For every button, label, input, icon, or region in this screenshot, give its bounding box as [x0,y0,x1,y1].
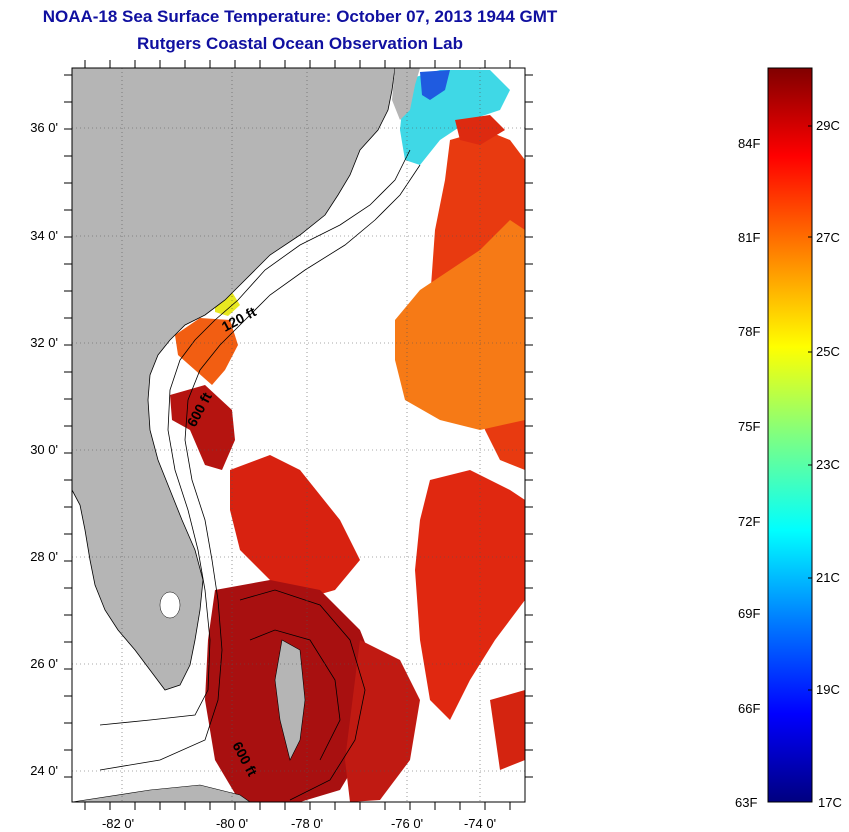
lake-okeechobee [159,591,181,619]
colorbar-f-label: 81F [738,230,760,245]
colorbar-c-label: 17C [818,795,842,810]
cuba-coast [72,784,251,802]
colorbar-c-label: 25C [816,344,840,359]
sst-region-bahamas-mid [345,640,420,802]
sst-region-south-red [230,455,360,600]
lat-label: 26 0' [30,656,58,671]
sst-region-south-east-spot [490,690,525,770]
colorbar-c-label: 29C [816,118,840,133]
colorbar-c-label: 23C [816,457,840,472]
contour-120ft [99,149,411,726]
lat-label: 30 0' [30,442,58,457]
colorbar-f-label: 72F [738,514,760,529]
colorbar-f-label: 69F [738,606,760,621]
lon-label: -76 0' [391,816,423,831]
bahamas-island [274,639,306,761]
colorbar-c-label: 21C [816,570,840,585]
lat-label: 34 0' [30,228,58,243]
colorbar-f-label: 78F [738,324,760,339]
sst-region-carolina-coast [175,318,238,385]
colorbar-c-label: 19C [816,682,840,697]
sst-region-florida-shelf [170,385,235,470]
map-title: NOAA-18 Sea Surface Temperature: October… [42,7,558,26]
lon-label: -80 0' [216,816,248,831]
lon-label: -82 0' [102,816,134,831]
lat-label: 36 0' [30,120,58,135]
map-frame [71,67,526,803]
land-mass [72,68,396,691]
lat-label: 28 0' [30,549,58,564]
lat-label: 24 0' [30,763,58,778]
colorbar-f-label: 84F [738,136,760,151]
colorbar-f-label: 63F [735,795,757,810]
lon-label: -74 0' [464,816,496,831]
land-northeast [392,68,420,120]
sst-region-north-red [455,115,505,145]
colorbar-f-label: 66F [738,701,760,716]
sst-region-southeast-red [415,470,525,720]
colorbar-c-label: 27C [816,230,840,245]
map-subtitle: Rutgers Coastal Ocean Observation Lab [137,34,463,53]
colorbar-gradient [767,67,813,803]
contour-bahamas [239,589,366,801]
lat-label: 32 0' [30,335,58,350]
contour-600ft [99,164,421,771]
sst-region-offshore-orange [395,220,525,430]
lon-label: -78 0' [291,816,323,831]
sst-region-north-blue [420,70,450,100]
colorbar-f-label: 75F [738,419,760,434]
